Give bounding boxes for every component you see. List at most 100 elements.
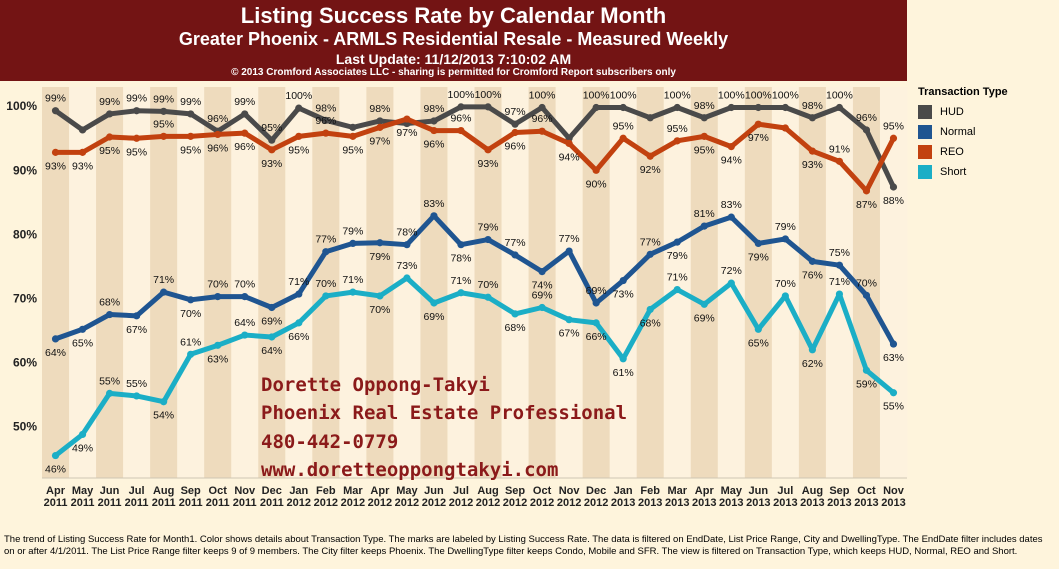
data-point-short <box>808 346 816 354</box>
data-point-short <box>727 279 735 287</box>
data-point-normal <box>187 296 195 304</box>
data-label-hud: 96% <box>856 112 877 124</box>
month-band <box>231 87 259 478</box>
data-point-reo <box>78 148 87 156</box>
data-label-reo: 96% <box>234 141 255 153</box>
data-label-hud: 100% <box>718 90 745 102</box>
data-point-normal <box>889 340 898 348</box>
data-point-reo <box>349 132 357 140</box>
legend-item-hud[interactable]: HUD <box>918 102 1056 122</box>
data-point-normal <box>511 251 519 259</box>
data-point-hud <box>484 103 492 111</box>
data-label-normal: 64% <box>45 347 66 359</box>
data-label-reo: 94% <box>721 155 742 167</box>
x-tick-year: 2013 <box>800 497 824 509</box>
data-label-normal: 69% <box>261 315 282 327</box>
data-point-short <box>457 289 465 297</box>
data-label-normal: 77% <box>640 236 661 248</box>
series-line-normal <box>53 213 896 347</box>
month-band <box>744 87 773 478</box>
data-point-hud <box>241 110 249 118</box>
x-tick-year: 2011 <box>260 497 284 509</box>
data-label-hud: 100% <box>826 90 853 102</box>
x-tick-year: 2012 <box>422 497 446 509</box>
data-point-normal <box>133 312 141 320</box>
x-tick-year: 2013 <box>827 497 851 509</box>
data-point-reo <box>322 129 330 137</box>
legend-item-reo[interactable]: REO <box>918 142 1056 162</box>
legend-title: Transaction Type <box>918 86 1008 98</box>
data-point-hud <box>619 103 627 112</box>
data-point-normal <box>673 238 681 246</box>
data-point-reo <box>430 126 438 135</box>
data-label-reo: 93% <box>478 158 499 170</box>
data-point-short <box>241 331 249 339</box>
data-label-normal: 79% <box>478 222 499 234</box>
legend-label-normal: Normal <box>940 126 976 138</box>
data-label-reo: 95% <box>342 144 363 156</box>
data-point-short <box>754 325 762 333</box>
data-point-reo <box>619 134 627 142</box>
data-point-reo <box>673 137 681 145</box>
data-label-hud: 99% <box>126 93 147 105</box>
legend-item-normal[interactable]: Normal <box>918 122 1056 142</box>
data-label-hud: 98% <box>694 100 715 112</box>
data-label-reo: 96% <box>505 141 526 153</box>
y-tick-label: 50% <box>13 420 37 434</box>
data-label-hud: 88% <box>883 195 904 207</box>
data-point-short <box>349 288 357 296</box>
data-point-short <box>700 300 708 308</box>
data-label-reo: 96% <box>532 113 553 125</box>
data-label-reo: 91% <box>829 143 850 155</box>
month-band <box>123 87 151 478</box>
x-tick-month: May <box>72 485 94 497</box>
data-label-hud: 100% <box>475 89 502 101</box>
line-chart: 100%90%80%70%60%50% Apr2011May2011Jun201… <box>6 87 908 509</box>
data-label-short: 55% <box>99 375 120 387</box>
month-bands <box>42 87 908 478</box>
data-label-normal: 83% <box>721 199 742 211</box>
legend-swatch-normal <box>918 125 932 139</box>
data-label-hud: 100% <box>772 90 799 102</box>
data-label-short: 49% <box>72 442 93 454</box>
month-band <box>636 87 665 478</box>
data-point-short <box>484 293 492 301</box>
data-point-short <box>403 274 411 282</box>
data-point-reo <box>403 115 411 123</box>
data-point-reo <box>376 123 384 131</box>
data-point-normal <box>727 213 735 221</box>
month-band <box>177 87 205 478</box>
data-point-normal <box>430 212 438 220</box>
data-label-short: 64% <box>234 317 255 329</box>
month-band <box>312 87 340 478</box>
data-label-hud: 99% <box>99 96 120 108</box>
x-tick-month: Jul <box>129 485 145 497</box>
x-tick-year: 2013 <box>638 497 662 509</box>
data-point-normal <box>538 268 546 276</box>
data-point-reo <box>457 126 465 135</box>
data-label-normal: 68% <box>99 297 120 309</box>
data-label-normal: 83% <box>423 198 444 210</box>
month-band <box>663 87 692 478</box>
x-tick-month: Nov <box>234 485 256 497</box>
x-tick-year: 2012 <box>557 497 581 509</box>
data-label-short: 72% <box>721 265 742 277</box>
data-label-short: 54% <box>153 410 174 422</box>
month-band <box>204 87 232 478</box>
data-label-normal: 76% <box>802 269 823 281</box>
data-label-normal: 73% <box>613 289 634 301</box>
x-tick-year: 2011 <box>233 497 257 509</box>
data-point-reo <box>214 130 222 139</box>
data-label-reo: 97% <box>369 135 390 147</box>
legend-item-short[interactable]: Short <box>918 162 1056 182</box>
data-label-hud: 99% <box>180 96 201 108</box>
data-point-hud <box>754 103 762 112</box>
chart-title: Listing Success Rate by Calendar Month <box>240 3 667 28</box>
data-point-hud <box>160 107 168 115</box>
month-band <box>771 87 800 478</box>
data-label-short: 68% <box>505 322 526 334</box>
data-point-normal <box>214 293 222 301</box>
data-point-normal <box>862 291 871 299</box>
data-point-short <box>295 319 303 327</box>
copyright-text: © 2013 Cromford Associates LLC - sharing… <box>231 67 676 78</box>
